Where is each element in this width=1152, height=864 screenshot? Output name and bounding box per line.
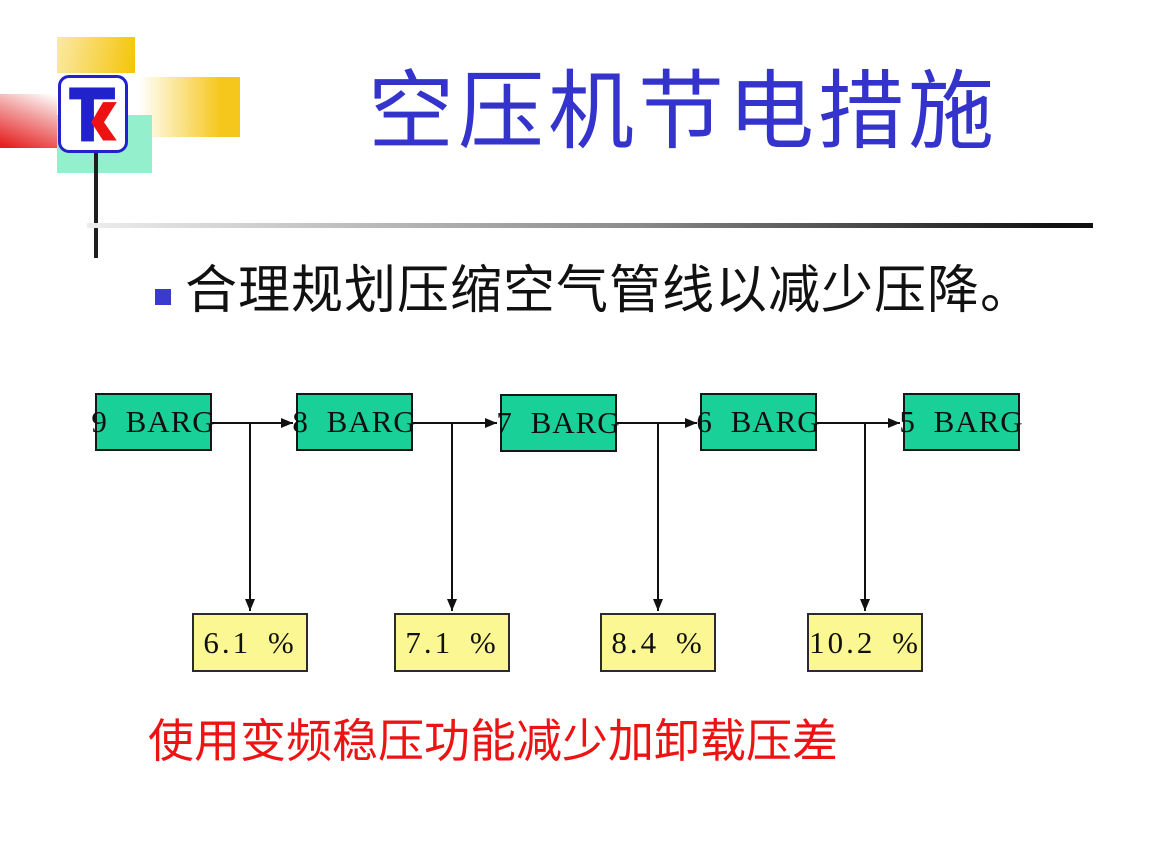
loss-node-2: 7.1 %	[394, 613, 510, 672]
pressure-node-5barg: 5 BARG	[899, 393, 1023, 451]
tk-logo	[58, 75, 128, 153]
loss-node-3: 8.4 %	[600, 613, 716, 672]
loss-node-1: 6.1 %	[192, 613, 308, 672]
pressure-node-9barg: 9 BARG	[91, 393, 215, 451]
loss-node-4: 10.2 %	[807, 613, 923, 672]
pressure-node-8barg: 8 BARG	[292, 393, 416, 451]
page-title: 空压机节电措施	[368, 64, 998, 160]
tk-monogram-icon	[69, 87, 117, 142]
logo-stem-line	[94, 151, 98, 258]
logo-red-rect	[0, 94, 57, 148]
caption-text: 使用变频稳压功能减少加卸载压差	[148, 716, 838, 767]
logo-gold-right-rect	[142, 77, 240, 137]
bullet-text: 合理规划压缩空气管线以减少压降。	[185, 263, 1034, 320]
logo-gold-top-rect	[57, 37, 135, 73]
bullet-square-icon	[155, 289, 171, 305]
pressure-node-7barg: 7 BARG	[496, 394, 620, 452]
pressure-node-6barg: 6 BARG	[696, 393, 820, 451]
title-divider-line	[87, 223, 1093, 228]
